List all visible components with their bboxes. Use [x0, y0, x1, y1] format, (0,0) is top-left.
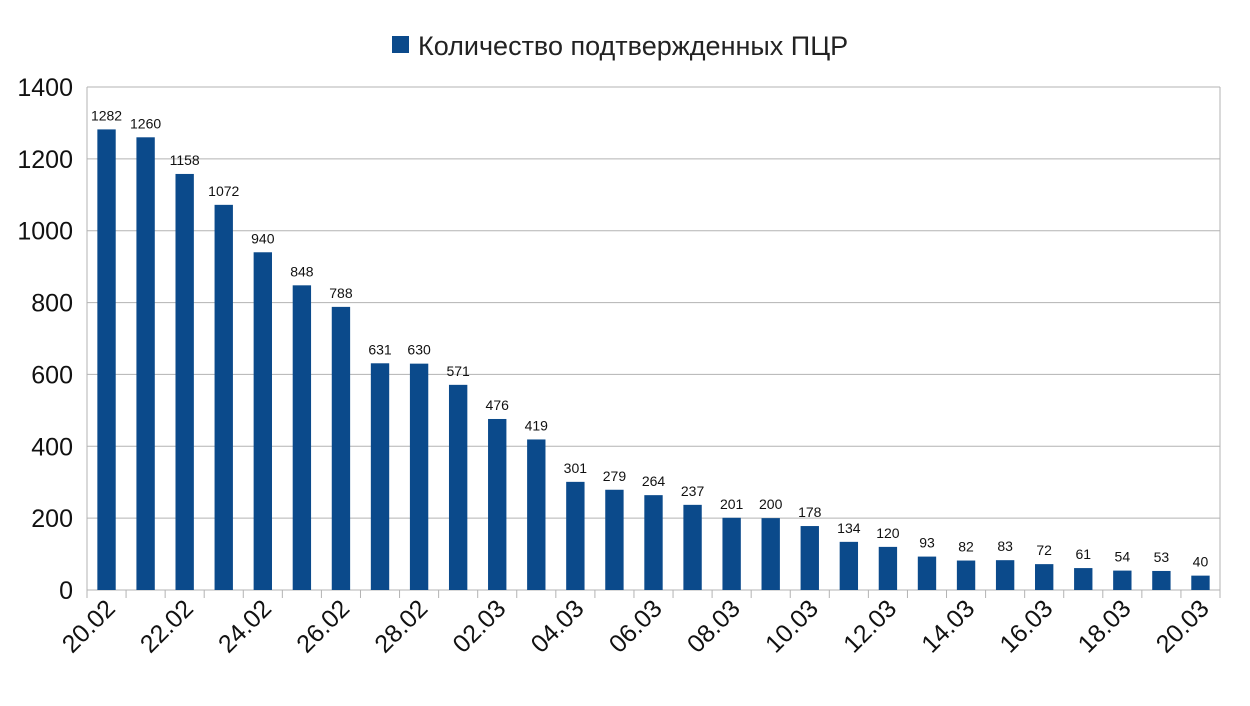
- bar-value-label: 848: [290, 263, 314, 279]
- x-axis: 20.02 22.02 24.02 26.02 28.02 02.03 04.03 06.03…: [57, 590, 1221, 658]
- bar-value-label: 82: [958, 539, 974, 555]
- legend: Количество подтвержденных ПЦР: [392, 31, 848, 61]
- legend-label: Количество подтвержденных ПЦР: [418, 31, 848, 61]
- y-tick-label: 400: [31, 433, 73, 461]
- bar-value-label: 630: [407, 342, 431, 358]
- bar: [331, 306, 351, 590]
- y-tick-label: 0: [59, 577, 73, 605]
- bar: [409, 363, 429, 590]
- bar: [253, 252, 272, 590]
- bar-value-label: 93: [919, 535, 935, 551]
- y-tick-label: 200: [31, 505, 73, 533]
- x-tick-label: 18.03: [1073, 594, 1137, 658]
- bar: [527, 439, 546, 590]
- x-tick-label: 24.02: [213, 594, 277, 658]
- bar: [1074, 568, 1093, 590]
- bar: [722, 517, 741, 590]
- bar-value-label: 61: [1075, 546, 1091, 562]
- bar: [1113, 570, 1132, 590]
- bar: [214, 204, 233, 591]
- bars: [97, 129, 1210, 591]
- x-tick-label: 26.02: [291, 594, 355, 658]
- bar: [370, 363, 390, 590]
- bar: [683, 504, 702, 590]
- gridlines: [86, 86, 1221, 591]
- y-tick-label: 1000: [17, 218, 73, 246]
- x-tick-label: 20.03: [1151, 594, 1215, 658]
- bar-value-label: 53: [1154, 549, 1170, 565]
- x-tick-label: 14.03: [916, 594, 980, 658]
- x-tick-label: 12.03: [838, 594, 902, 658]
- bar-value-label: 134: [837, 520, 861, 536]
- bar: [448, 384, 468, 590]
- bar-value-label: 54: [1115, 549, 1131, 565]
- bar: [136, 137, 155, 591]
- x-tick-label: 08.03: [682, 594, 746, 658]
- bar-value-label: 301: [564, 460, 588, 476]
- bar: [97, 129, 116, 590]
- bar: [1035, 564, 1054, 590]
- bar: [1152, 570, 1171, 590]
- bar: [995, 560, 1015, 590]
- bar: [175, 173, 194, 590]
- bar: [956, 560, 976, 590]
- x-tick-label: 16.03: [994, 594, 1058, 658]
- x-tick-label: 22.02: [135, 594, 199, 658]
- y-tick-label: 800: [31, 290, 73, 318]
- bar-value-label: 201: [720, 496, 744, 512]
- y-tick-label: 600: [31, 361, 73, 389]
- bar: [488, 418, 507, 590]
- bar-value-label: 83: [997, 538, 1013, 554]
- y-tick-label: 1400: [17, 74, 73, 102]
- x-tick-label: 10.03: [760, 594, 824, 658]
- bar-value-label: 1072: [208, 183, 239, 199]
- bar: [644, 495, 663, 590]
- bar-value-label: 1282: [91, 107, 122, 123]
- bar-value-label: 279: [603, 468, 627, 484]
- bar: [917, 556, 937, 590]
- bar-value-label: 178: [798, 504, 822, 520]
- bar-value-label: 631: [368, 341, 392, 357]
- bar-value-label: 1158: [170, 152, 200, 168]
- bar: [878, 546, 898, 590]
- x-tick-label: 06.03: [604, 594, 668, 658]
- bar-value-label: 571: [446, 363, 470, 379]
- bar-value-label: 237: [681, 483, 705, 499]
- bar-value-label: 40: [1193, 554, 1209, 570]
- legend-swatch: [392, 36, 409, 53]
- bar-value-label: 120: [876, 525, 900, 541]
- bar: [605, 489, 624, 590]
- bar-value-label: 200: [759, 496, 783, 512]
- bar-value-label: 264: [642, 473, 666, 489]
- bar-value-label: 940: [251, 230, 275, 246]
- bar-value-label: 419: [525, 417, 549, 433]
- bar: [800, 526, 819, 590]
- bar: [761, 518, 780, 590]
- bar: [292, 285, 312, 590]
- bar-value-label: 788: [329, 285, 353, 301]
- bar-value-label: 476: [486, 397, 510, 413]
- x-tick-label: 02.03: [447, 594, 511, 658]
- y-tick-label: 1200: [17, 146, 73, 174]
- bar-value-label: 72: [1036, 542, 1052, 558]
- x-tick-label: 28.02: [369, 594, 433, 658]
- bar: [839, 541, 859, 590]
- bar-value-label: 1260: [130, 115, 161, 131]
- bar: [566, 481, 585, 590]
- bar: [1191, 575, 1210, 590]
- bar-data-labels: 1282 1260 1158 1072 940 848 788 631 630 571 476 419…: [91, 107, 1209, 569]
- x-tick-label: 04.03: [526, 594, 590, 658]
- y-axis-ticks: 0 200 400 600 800 1000 1200 1400: [17, 74, 73, 605]
